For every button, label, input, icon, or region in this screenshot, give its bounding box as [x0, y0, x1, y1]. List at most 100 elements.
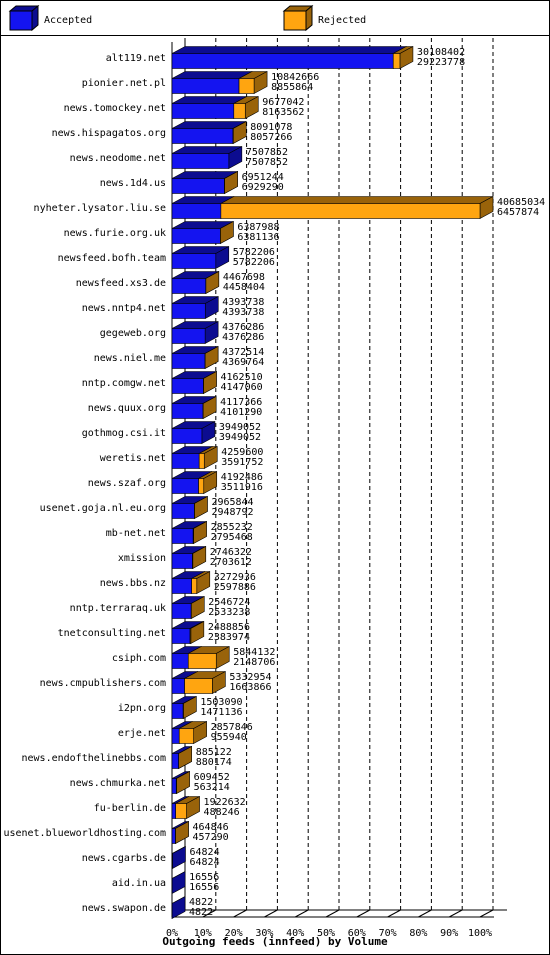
value-label: 5782206	[233, 257, 275, 268]
value-label: 880174	[196, 757, 232, 768]
value-label: 2948792	[211, 507, 253, 518]
value-label: 4467698	[223, 272, 265, 283]
value-label: 4162510	[221, 372, 263, 383]
bar	[175, 803, 187, 819]
y-tick-label: usenet.blueworldhosting.com	[3, 828, 166, 839]
value-label: 16556	[189, 882, 219, 893]
value-label: 6951244	[242, 172, 284, 183]
x-tick	[479, 909, 494, 918]
value-label: 4372514	[222, 347, 264, 358]
y-tick-label: csiph.com	[112, 653, 166, 664]
value-label: 3949052	[219, 432, 261, 443]
bar	[171, 478, 199, 494]
value-label: 4192486	[221, 472, 263, 483]
value-label: 5332954	[229, 672, 271, 683]
bar	[171, 53, 394, 69]
bar	[171, 753, 179, 769]
bar	[171, 653, 189, 669]
bar	[171, 678, 185, 694]
bar	[171, 828, 176, 844]
x-tick-label: 100%	[468, 928, 492, 939]
value-label: 4101290	[220, 407, 262, 418]
value-label: 1471136	[200, 707, 242, 718]
y-tick-label: erje.net	[118, 728, 166, 739]
value-label: 8855864	[271, 82, 313, 93]
value-label: 6929290	[242, 182, 284, 193]
y-tick-label: gothmog.csi.it	[82, 428, 166, 439]
value-label: 7507852	[246, 147, 288, 158]
value-label: 6457874	[497, 207, 539, 218]
bar	[184, 678, 213, 694]
value-label: 6381136	[237, 232, 279, 243]
value-label: 2533238	[208, 607, 250, 618]
value-label: 4369764	[222, 357, 264, 368]
y-tick-label: nntp.terraraq.uk	[70, 603, 166, 614]
x-tick	[387, 909, 401, 918]
bar	[171, 128, 234, 144]
bar	[171, 278, 207, 294]
value-label: 2148706	[233, 657, 275, 668]
y-tick-label: news.quux.org	[88, 403, 166, 414]
bar	[171, 328, 206, 344]
value-label: 16556	[189, 872, 219, 883]
value-label: 609452	[194, 772, 230, 783]
value-label: 10842666	[271, 72, 319, 83]
value-label: 2488856	[208, 622, 250, 633]
y-tick-label: newsfeed.bofh.team	[58, 253, 166, 264]
bar	[171, 778, 177, 794]
value-label: 3949052	[219, 422, 261, 433]
value-label: 2857846	[211, 722, 253, 733]
bar	[171, 228, 221, 244]
bar	[171, 178, 225, 194]
x-tick-label: 10%	[194, 928, 212, 939]
value-label: 4376286	[222, 332, 264, 343]
bar	[171, 628, 191, 644]
x-tick-label: 90%	[440, 928, 458, 939]
bar	[171, 203, 222, 219]
value-label: 2383974	[208, 632, 250, 643]
bar	[171, 553, 193, 569]
value-label: 4117366	[220, 397, 262, 408]
bar	[233, 103, 246, 119]
value-label: 3511916	[221, 482, 263, 493]
value-label: 8163562	[262, 107, 304, 118]
bar	[198, 478, 205, 494]
y-tick-label: news.cmpublishers.com	[40, 678, 166, 689]
bar	[171, 728, 180, 744]
value-label: 9677042	[262, 97, 304, 108]
y-tick-label: alt119.net	[106, 53, 166, 64]
value-label: 4822	[189, 907, 213, 918]
value-label: 955940	[211, 732, 247, 743]
y-tick-label: fu-berlin.de	[94, 803, 166, 814]
y-tick-label: newsfeed.xs3.de	[76, 278, 166, 289]
value-label: 464846	[193, 822, 229, 833]
x-tick	[202, 909, 217, 918]
x-tick	[356, 909, 371, 918]
bar	[171, 253, 217, 269]
y-tick-label: mb-net.net	[106, 528, 166, 539]
value-label: 1922632	[204, 797, 246, 808]
value-label: 4393738	[222, 307, 264, 318]
x-tick	[294, 909, 309, 918]
bar	[171, 378, 204, 394]
y-tick-label: news.szaf.org	[88, 478, 166, 489]
x-tick-label: 20%	[225, 928, 243, 939]
bar	[171, 453, 200, 469]
value-label: 2855232	[211, 522, 253, 533]
bar	[171, 78, 240, 94]
y-tick-label: news.bbs.nz	[100, 578, 166, 589]
value-label: 30108402	[417, 47, 465, 58]
bar	[220, 203, 481, 219]
value-label: 2795468	[211, 532, 253, 543]
bar	[171, 528, 194, 544]
value-label: 563214	[194, 782, 230, 793]
legend-swatch	[283, 10, 307, 31]
value-label: 2546724	[208, 597, 250, 608]
value-label: 4147060	[221, 382, 263, 393]
value-label: 2703612	[210, 557, 252, 568]
value-label: 4259600	[221, 447, 263, 458]
value-label: 64824	[189, 857, 219, 868]
value-label: 3272936	[214, 572, 256, 583]
bar	[178, 728, 194, 744]
